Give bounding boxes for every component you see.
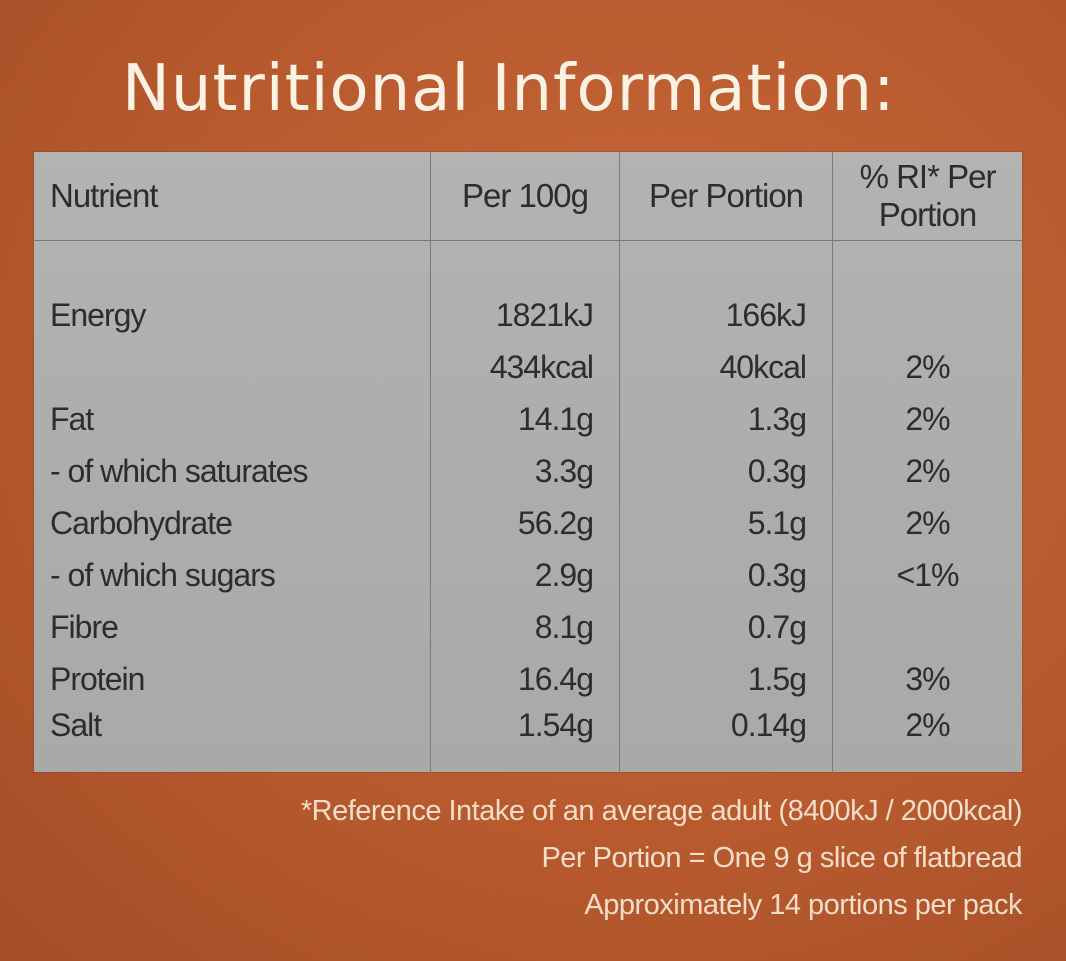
row-per-portion: 0.3g (619, 549, 833, 601)
table-row: Fat 14.1g 1.3g 2% (34, 393, 1022, 445)
header-nutrient: Nutrient (34, 152, 431, 241)
table-row: Protein 16.4g 1.5g 3% (34, 653, 1022, 705)
row-ri (832, 601, 1022, 653)
header-per-portion: Per Portion (619, 152, 833, 241)
row-per-100g: 14.1g (430, 393, 620, 445)
table-row: Salt 1.54g 0.14g 2% (34, 705, 1022, 773)
row-nutrient (34, 341, 431, 393)
row-per-portion: 166kJ (619, 289, 833, 341)
row-nutrient: Salt (50, 707, 102, 743)
footnote-portion-size: Per Portion = One 9 g slice of flatbread (541, 842, 1022, 874)
row-per-portion: 0.7g (619, 601, 833, 653)
row-ri: 2% (832, 445, 1022, 497)
row-per-100g: 1821kJ (430, 289, 620, 341)
row-per-100g: 16.4g (430, 653, 620, 705)
nutrition-table-panel: Nutrient Per 100g Per Portion % RI* Per … (34, 152, 1022, 773)
row-nutrient: Fibre (50, 608, 119, 645)
row-ri (832, 289, 1022, 341)
row-per-100g: 2.9g (430, 549, 620, 601)
nutrition-table: Nutrient Per 100g Per Portion % RI* Per … (34, 152, 1022, 773)
footnote-reference-intake: *Reference Intake of an average adult (8… (300, 795, 1023, 827)
row-per-100g: 434kcal (430, 341, 620, 393)
row-ri: 2% (832, 497, 1022, 549)
row-per-100g: 3.3g (430, 445, 620, 497)
row-ri: 2% (832, 393, 1022, 445)
row-ri: <1% (832, 549, 1022, 601)
row-per-portion: 40kcal (619, 341, 833, 393)
row-per-portion: 1.3g (619, 393, 833, 445)
row-ri: 2% (832, 705, 1022, 773)
row-per-100g: 8.1g (430, 601, 620, 653)
row-nutrient: Carbohydrate (50, 504, 233, 541)
row-nutrient: - of which sugars (50, 556, 276, 593)
footnotes: *Reference Intake of an average adult (8… (300, 788, 1023, 929)
table-row: 434kcal 40kcal 2% (34, 341, 1022, 393)
row-nutrient: Energy (50, 296, 146, 333)
row-nutrient: Fat (50, 400, 94, 437)
row-per-100g: 56.2g (430, 497, 620, 549)
row-nutrient: - of which saturates (50, 452, 308, 489)
page-title: Nutritional Information: (122, 52, 896, 126)
row-per-100g: 1.54g (430, 705, 620, 773)
footnote-portions-per-pack: Approximately 14 portions per pack (584, 889, 1022, 921)
row-ri: 2% (832, 341, 1022, 393)
row-nutrient: Protein (50, 660, 145, 697)
table-row: Energy 1821kJ 166kJ (34, 289, 1022, 341)
table-row: - of which saturates 3.3g 0.3g 2% (34, 445, 1022, 497)
header-ri-per-portion: % RI* Per Portion (832, 152, 1022, 241)
table-row: Carbohydrate 56.2g 5.1g 2% (34, 497, 1022, 549)
table-row: - of which sugars 2.9g 0.3g <1% (34, 549, 1022, 601)
table-spacer-row (34, 240, 1022, 289)
row-per-portion: 0.14g (619, 705, 833, 773)
table-row: Fibre 8.1g 0.7g (34, 601, 1022, 653)
row-per-portion: 0.3g (619, 445, 833, 497)
header-per-100g: Per 100g (430, 152, 620, 241)
table-header-row: Nutrient Per 100g Per Portion % RI* Per … (34, 152, 1022, 241)
row-per-portion: 5.1g (619, 497, 833, 549)
row-per-portion: 1.5g (619, 653, 833, 705)
row-ri: 3% (832, 653, 1022, 705)
